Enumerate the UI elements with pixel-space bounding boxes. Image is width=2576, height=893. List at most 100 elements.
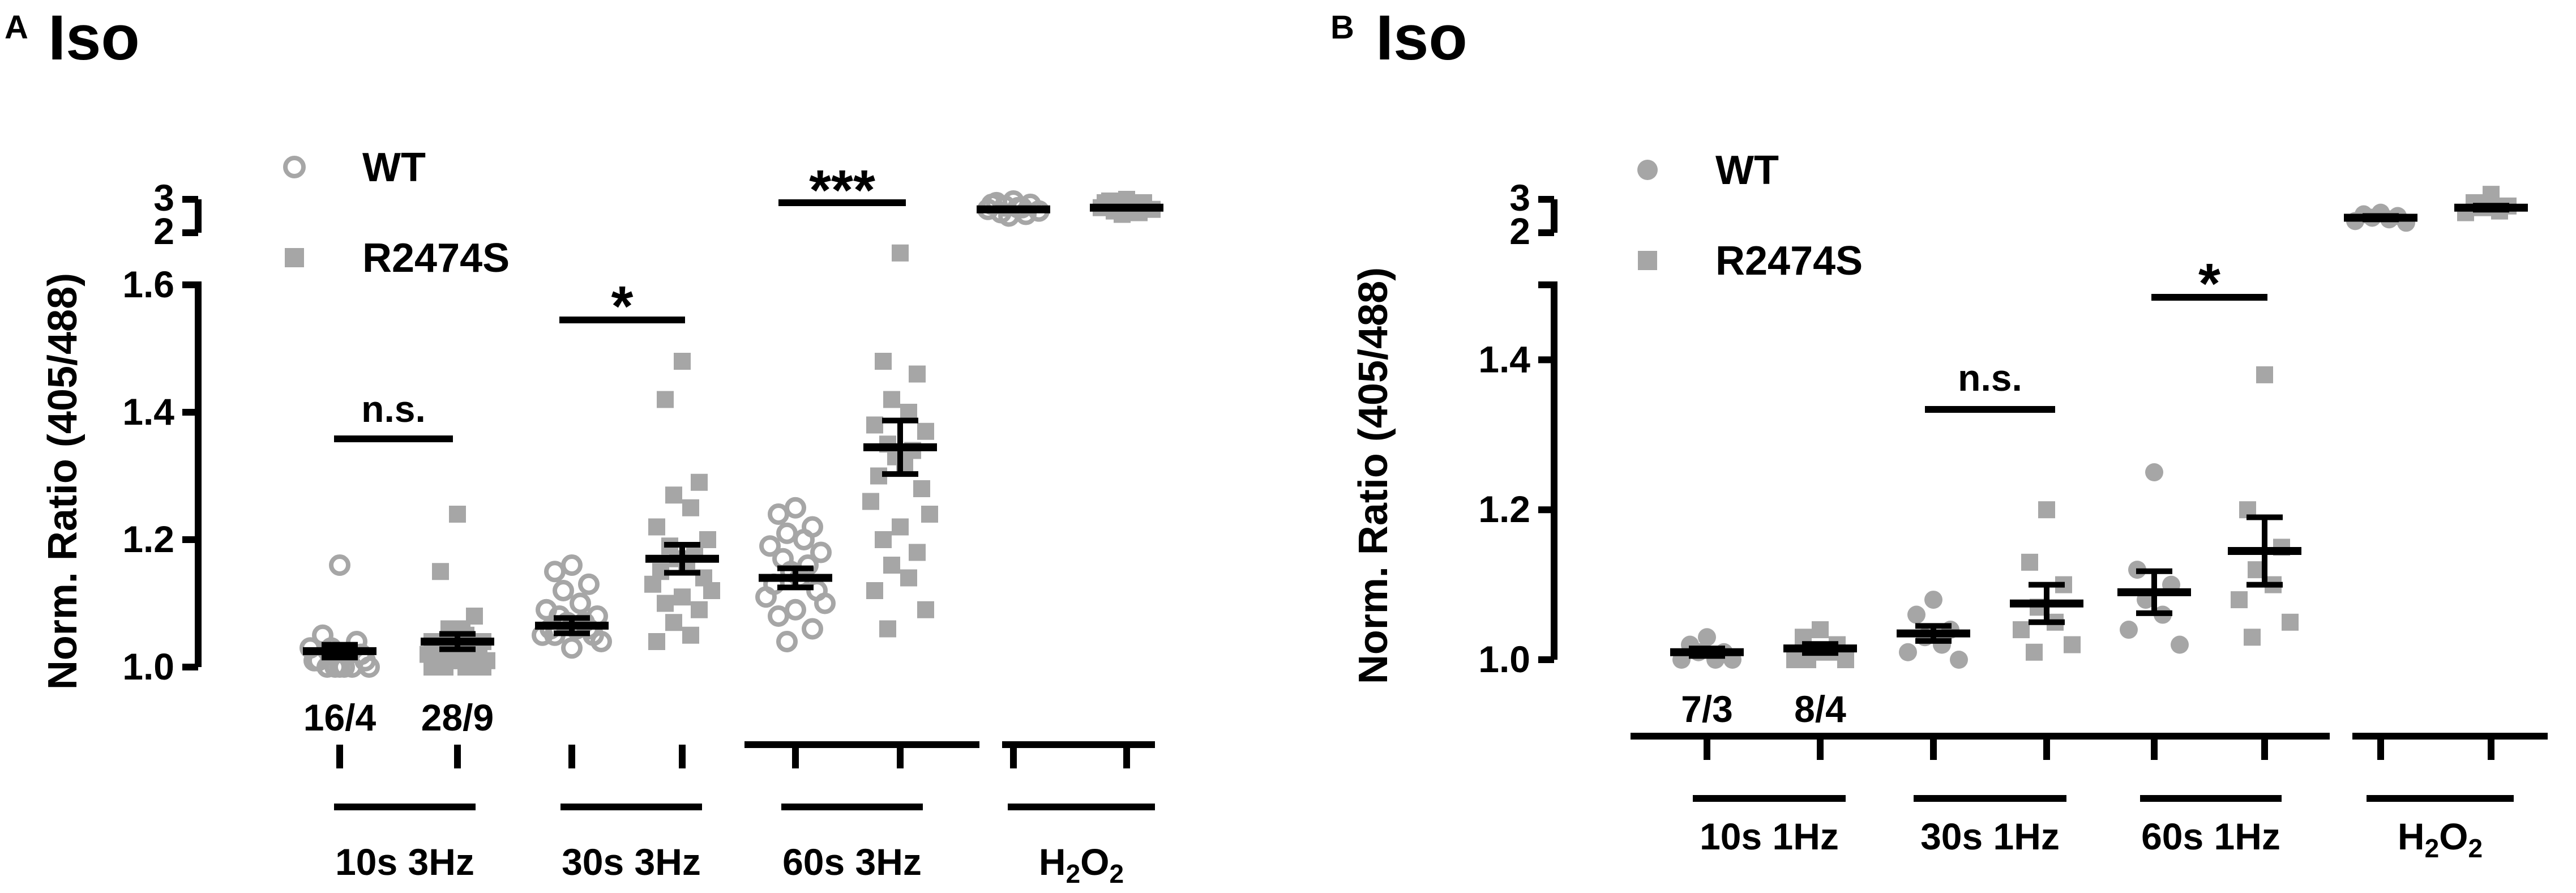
data-point-r2474s (682, 626, 699, 644)
legend-marker (1637, 160, 1658, 180)
data-point-r2474s (703, 582, 720, 599)
data-point-wt (785, 599, 806, 621)
legend-marker (283, 156, 306, 178)
legend-label: R2474S (362, 236, 510, 281)
data-point-wt (793, 529, 815, 550)
data-point-r2474s (682, 499, 699, 516)
data-point-r2474s (2256, 366, 2273, 383)
data-point-wt (358, 656, 380, 678)
data-point-r2474s (862, 493, 879, 510)
data-point-wt (755, 586, 777, 608)
data-point-wt (776, 631, 798, 652)
data-point-r2474s (2064, 636, 2081, 653)
y-tick-label: 1.2 (1478, 488, 1530, 530)
data-point-wt (578, 573, 600, 595)
y-tick-label: 1.2 (122, 518, 174, 560)
data-point-wt (802, 618, 823, 640)
data-point-wt (1907, 605, 1925, 624)
legend-label: WT (1715, 148, 1779, 193)
sample-size-label: 28/9 (421, 697, 494, 738)
data-point-wt (570, 592, 591, 614)
data-point-r2474s (875, 353, 892, 370)
data-point-r2474s (909, 365, 926, 383)
data-point-wt (1899, 643, 1917, 661)
panel-title-b: Iso (1376, 2, 1467, 73)
sample-size-label: 7/3 (1681, 688, 1733, 730)
data-point-r2474s (644, 575, 661, 593)
group-label: H2O2 (2398, 815, 2483, 863)
sample-size-label: 16/4 (303, 697, 376, 738)
data-point-r2474s (2038, 501, 2055, 519)
data-point-wt (329, 554, 350, 576)
data-point-wt (2120, 621, 2138, 639)
data-point-r2474s (2026, 643, 2043, 661)
data-point-wt (810, 541, 832, 563)
group-label: H2O2 (1039, 841, 1124, 888)
data-point-r2474s (2244, 629, 2261, 646)
data-point-r2474s (2013, 621, 2030, 639)
data-point-r2474s (461, 659, 478, 676)
data-point-r2474s (665, 486, 682, 504)
data-point-wt (776, 522, 798, 544)
y-axis-label-a: Norm. Ratio (405/488) (40, 273, 85, 690)
data-point-wt (814, 592, 836, 614)
legend-marker (1638, 251, 1657, 270)
data-point-wt (553, 580, 574, 601)
data-point-r2474s (1812, 621, 1829, 639)
y-tick-label: 3 (153, 177, 174, 219)
data-point-r2474s (917, 601, 934, 618)
legend-label: R2474S (1715, 238, 1863, 284)
y-tick-label: 1.4 (1478, 338, 1530, 380)
data-point-r2474s (913, 480, 930, 497)
y-tick-label: 1.0 (122, 646, 174, 687)
data-point-r2474s (2231, 591, 2248, 609)
panel-title-a: Iso (48, 2, 140, 73)
data-point-r2474s (900, 569, 917, 587)
y-tick-label: 3 (1509, 177, 1530, 219)
group-label: 60s 1Hz (2141, 815, 2280, 857)
data-point-r2474s (917, 422, 934, 440)
legend-label: WT (362, 145, 426, 190)
data-point-r2474s (648, 518, 665, 536)
y-tick-label: 1.0 (1478, 638, 1530, 680)
data-point-r2474s (883, 557, 900, 574)
data-point-r2474s (665, 614, 682, 631)
y-axis-label-b: Norm. Ratio (405/488) (1351, 267, 1396, 684)
group-label: 60s 3Hz (782, 841, 922, 883)
data-point-r2474s (875, 531, 892, 548)
data-point-r2474s (691, 473, 708, 491)
data-point-wt (768, 503, 789, 525)
data-point-wt (590, 631, 612, 652)
data-point-r2474s (2021, 553, 2038, 571)
data-point-r2474s (866, 582, 883, 599)
y-tick-label: 2 (153, 210, 174, 252)
legend-marker (285, 248, 304, 267)
group-label: 30s 3Hz (562, 841, 701, 883)
data-point-wt (785, 497, 806, 519)
data-point-r2474s (1837, 651, 1854, 668)
data-point-r2474s (449, 506, 466, 523)
data-point-r2474s (437, 659, 453, 676)
data-point-r2474s (883, 391, 900, 408)
significance-label: n.s. (361, 388, 426, 430)
data-point-r2474s (674, 588, 691, 606)
data-point-r2474s (892, 518, 909, 536)
y-tick-label: 2 (1509, 210, 1530, 252)
significance-label: n.s. (1958, 357, 2022, 399)
data-point-wt (1698, 628, 1716, 647)
panel-b: B Iso Norm. Ratio (405/488) 1.0 1.2 1.4 23 W… (1330, 2, 2548, 863)
data-point-r2474s (879, 620, 896, 638)
data-point-r2474s (921, 506, 938, 523)
panel-letter-a: A (5, 9, 28, 46)
data-point-wt (544, 561, 566, 583)
y-tick-label: 1.6 (122, 263, 174, 305)
group-label: 30s 1Hz (1920, 815, 2060, 857)
data-point-wt (2145, 463, 2163, 481)
data-point-wt (1924, 591, 1942, 609)
data-point-r2474s (909, 544, 926, 561)
data-point-wt (561, 637, 583, 659)
data-point-wt (561, 554, 583, 576)
data-point-r2474s (648, 633, 665, 650)
group-label: 10s 1Hz (1700, 815, 1839, 857)
